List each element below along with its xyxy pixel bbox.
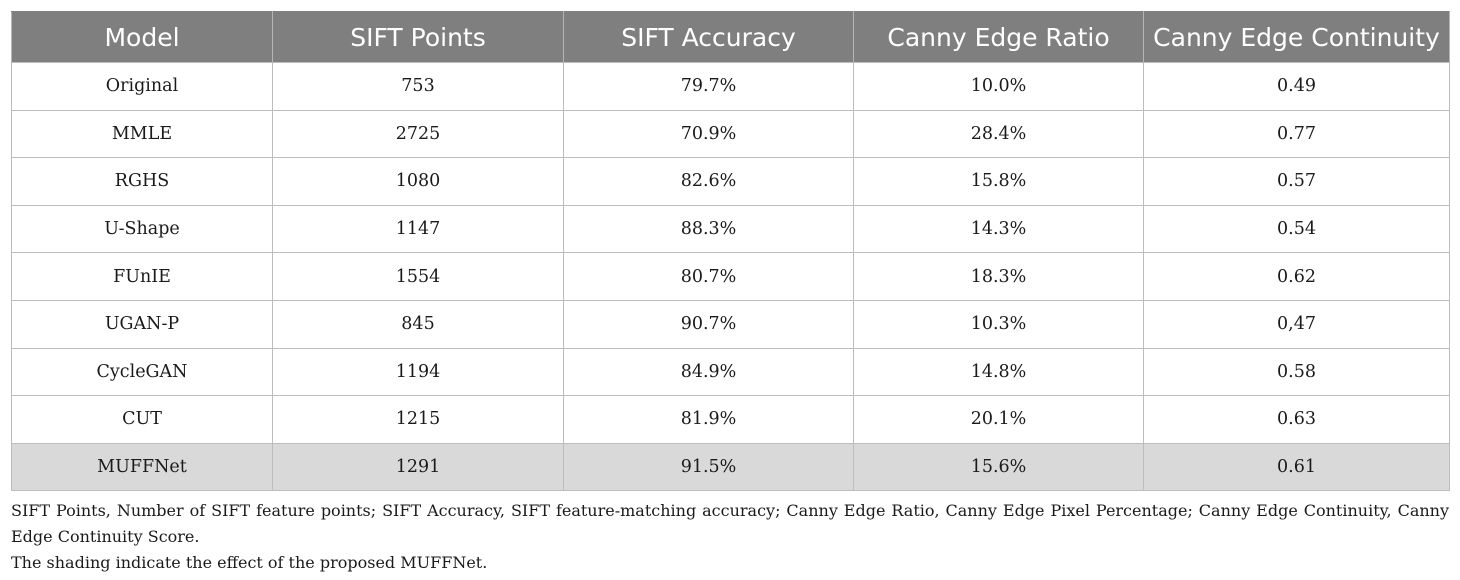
cell-sift-accuracy: 88.3% xyxy=(563,204,854,254)
cell-model: UGAN-P xyxy=(11,299,273,349)
cell-sift-points: 1291 xyxy=(272,442,564,492)
cell-canny-edge-continuity: 0.62 xyxy=(1143,252,1450,301)
cell-model: MMLE xyxy=(11,109,273,159)
cell-model: Original xyxy=(11,62,273,111)
cell-model: RGHS xyxy=(11,157,273,206)
table-row: MMLE 2725 70.9% 28.4% 0.77 xyxy=(11,109,1450,159)
table-header: Model SIFT Points SIFT Accuracy Canny Ed… xyxy=(11,11,1450,63)
table-row: Original 753 79.7% 10.0% 0.49 xyxy=(11,62,1450,111)
cell-sift-accuracy: 90.7% xyxy=(563,299,854,349)
cell-sift-accuracy: 80.7% xyxy=(563,252,854,301)
cell-sift-accuracy: 70.9% xyxy=(563,109,854,159)
cell-model: CUT xyxy=(11,395,273,444)
cell-canny-edge-ratio: 18.3% xyxy=(853,252,1144,301)
cell-canny-edge-ratio: 15.8% xyxy=(853,157,1144,206)
cell-canny-edge-continuity: 0.77 xyxy=(1143,109,1450,159)
header-sift-accuracy: SIFT Accuracy xyxy=(563,11,854,63)
table-row: CycleGAN 1194 84.9% 14.8% 0.58 xyxy=(11,347,1450,397)
cell-canny-edge-continuity: 0.58 xyxy=(1143,347,1450,397)
cell-sift-points: 1147 xyxy=(272,204,564,254)
results-table: Model SIFT Points SIFT Accuracy Canny Ed… xyxy=(11,11,1450,492)
header-row: Model SIFT Points SIFT Accuracy Canny Ed… xyxy=(11,11,1450,63)
table-row: U-Shape 1147 88.3% 14.3% 0.54 xyxy=(11,204,1450,254)
cell-model: U-Shape xyxy=(11,204,273,254)
cell-canny-edge-continuity: 0.57 xyxy=(1143,157,1450,206)
table-row: CUT 1215 81.9% 20.1% 0.63 xyxy=(11,395,1450,444)
cell-canny-edge-continuity: 0.61 xyxy=(1143,442,1450,492)
header-model: Model xyxy=(11,11,273,63)
header-sift-points: SIFT Points xyxy=(272,11,564,63)
abbreviations-note: SIFT Points, Number of SIFT feature poin… xyxy=(11,501,1449,546)
cell-model: MUFFNet xyxy=(11,442,273,492)
cell-sift-points: 845 xyxy=(272,299,564,349)
shading-note: The shading indicate the effect of the p… xyxy=(11,553,488,572)
cell-sift-points: 1080 xyxy=(272,157,564,206)
table-row: FUnIE 1554 80.7% 18.3% 0.62 xyxy=(11,252,1450,301)
table-body: Original 753 79.7% 10.0% 0.49 MMLE 2725 … xyxy=(11,62,1450,492)
table-footnotes: SIFT Points, Number of SIFT feature poin… xyxy=(11,498,1449,576)
header-canny-edge-ratio: Canny Edge Ratio xyxy=(853,11,1144,63)
header-canny-edge-continuity: Canny Edge Continuity xyxy=(1143,11,1450,63)
cell-canny-edge-continuity: 0.63 xyxy=(1143,395,1450,444)
table-row: RGHS 1080 82.6% 15.8% 0.57 xyxy=(11,157,1450,206)
cell-canny-edge-ratio: 28.4% xyxy=(853,109,1144,159)
cell-sift-accuracy: 79.7% xyxy=(563,62,854,111)
cell-model: CycleGAN xyxy=(11,347,273,397)
results-table-container: Model SIFT Points SIFT Accuracy Canny Ed… xyxy=(11,11,1450,492)
cell-sift-accuracy: 81.9% xyxy=(563,395,854,444)
cell-sift-points: 1215 xyxy=(272,395,564,444)
cell-sift-points: 1554 xyxy=(272,252,564,301)
cell-canny-edge-ratio: 14.8% xyxy=(853,347,1144,397)
cell-sift-points: 2725 xyxy=(272,109,564,159)
cell-sift-accuracy: 84.9% xyxy=(563,347,854,397)
cell-sift-accuracy: 91.5% xyxy=(563,442,854,492)
table-row: UGAN-P 845 90.7% 10.3% 0,47 xyxy=(11,299,1450,349)
cell-canny-edge-ratio: 20.1% xyxy=(853,395,1144,444)
cell-canny-edge-ratio: 15.6% xyxy=(853,442,1144,492)
cell-model: FUnIE xyxy=(11,252,273,301)
cell-sift-points: 753 xyxy=(272,62,564,111)
cell-sift-accuracy: 82.6% xyxy=(563,157,854,206)
cell-canny-edge-ratio: 10.0% xyxy=(853,62,1144,111)
cell-canny-edge-continuity: 0,47 xyxy=(1143,299,1450,349)
cell-sift-points: 1194 xyxy=(272,347,564,397)
cell-canny-edge-continuity: 0.54 xyxy=(1143,204,1450,254)
cell-canny-edge-ratio: 14.3% xyxy=(853,204,1144,254)
cell-canny-edge-continuity: 0.49 xyxy=(1143,62,1450,111)
cell-canny-edge-ratio: 10.3% xyxy=(853,299,1144,349)
table-row-highlighted: MUFFNet 1291 91.5% 15.6% 0.61 xyxy=(11,442,1450,492)
